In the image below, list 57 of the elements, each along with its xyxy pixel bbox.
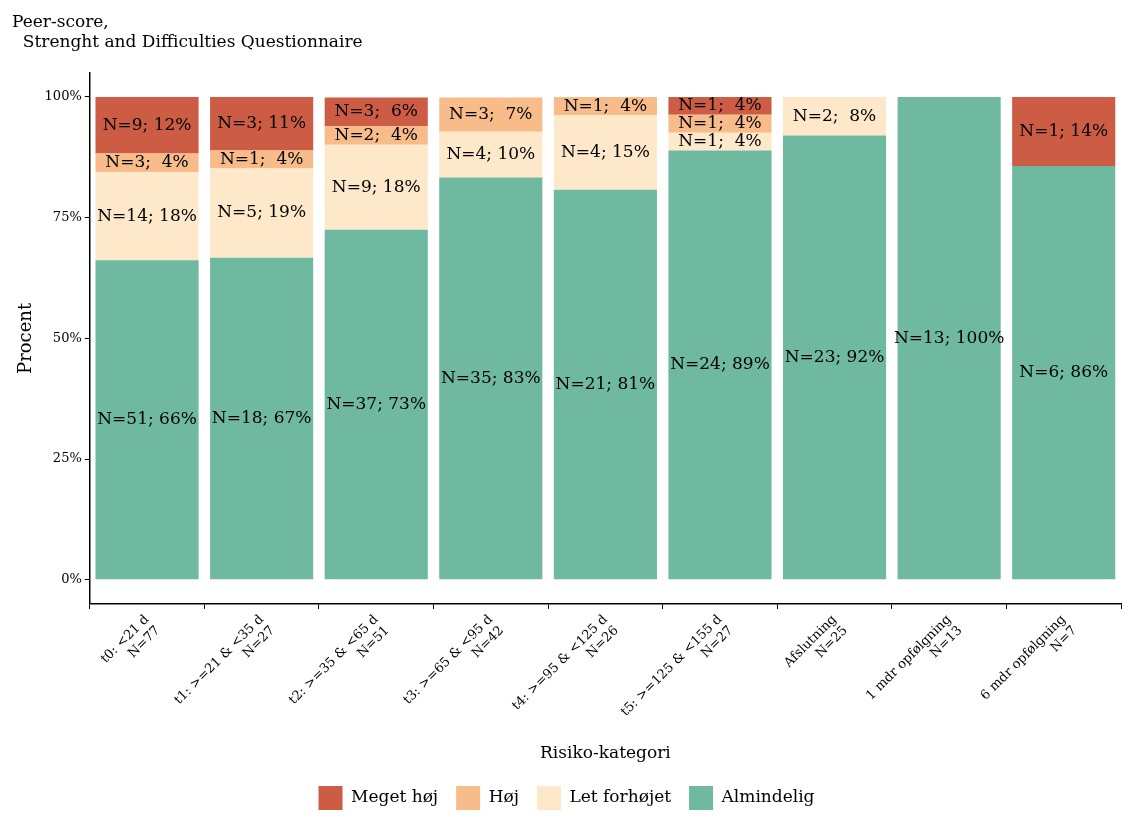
data-label: N=1; 4% [563, 94, 648, 115]
x-axis-title: Risiko-kategori [540, 742, 672, 763]
bar [439, 97, 543, 132]
bar [439, 131, 543, 178]
bar [95, 172, 199, 261]
data-label: N=1; 4% [219, 147, 304, 168]
bar [439, 177, 543, 580]
data-label: N=3; 4% [105, 151, 189, 172]
data-label: N=1; 14% [1019, 119, 1109, 140]
y-tick-label: 100% [44, 88, 82, 104]
data-label: N=37; 73% [326, 392, 427, 413]
data-label: N=23; 92% [784, 345, 885, 366]
bar [324, 229, 428, 580]
bar [95, 260, 199, 580]
data-label: N=18; 67% [211, 406, 312, 427]
data-label: N=51; 66% [97, 408, 197, 429]
legend-label: Let forhøjet [569, 786, 672, 807]
bar [324, 144, 428, 230]
data-label: N=1; 4% [678, 112, 762, 133]
y-axis-title: Procent [14, 302, 36, 374]
data-label: N=1; 4% [678, 130, 762, 151]
data-label: N=9; 12% [102, 113, 192, 134]
bar [1012, 96, 1116, 166]
bar [668, 150, 772, 580]
bar [782, 135, 887, 580]
data-label: N=4; 15% [560, 140, 650, 161]
data-label: N=3; 6% [334, 100, 418, 121]
bar [210, 168, 314, 258]
y-tick-label: 75% [52, 209, 82, 225]
data-label: N=14; 18% [97, 204, 197, 225]
bar [553, 115, 657, 190]
bar [210, 96, 314, 151]
data-label: N=6; 86% [1019, 361, 1109, 382]
legend-label: Høj [488, 786, 519, 807]
legend-label: Meget høj [351, 786, 439, 807]
bar [1012, 165, 1116, 580]
data-label: N=2; 8% [792, 104, 877, 125]
data-label: N=1; 4% [678, 94, 762, 115]
bar [95, 96, 199, 154]
bar [782, 96, 887, 136]
data-label: N=3; 7% [449, 102, 533, 123]
y-tick-label: 0% [61, 571, 82, 587]
data-label: N=2; 4% [334, 123, 418, 144]
data-label: N=4; 10% [446, 143, 536, 164]
data-label: N=21; 81% [555, 372, 656, 393]
text: Peer-score, [12, 10, 109, 31]
data-label: N=9; 18% [331, 175, 421, 196]
data-label: N=5; 19% [217, 201, 307, 222]
data-label: N=3; 11% [217, 112, 307, 133]
bar [553, 189, 657, 580]
legend-label: Almindelig [720, 786, 815, 807]
y-tick-label: 50% [52, 329, 82, 345]
text: Strenght and Difficulties Questionnaire [22, 31, 363, 52]
data-label: N=35; 83% [440, 366, 541, 387]
bar [210, 257, 314, 580]
y-tick-label: 25% [52, 450, 82, 466]
data-label: N=24; 89% [670, 353, 770, 374]
